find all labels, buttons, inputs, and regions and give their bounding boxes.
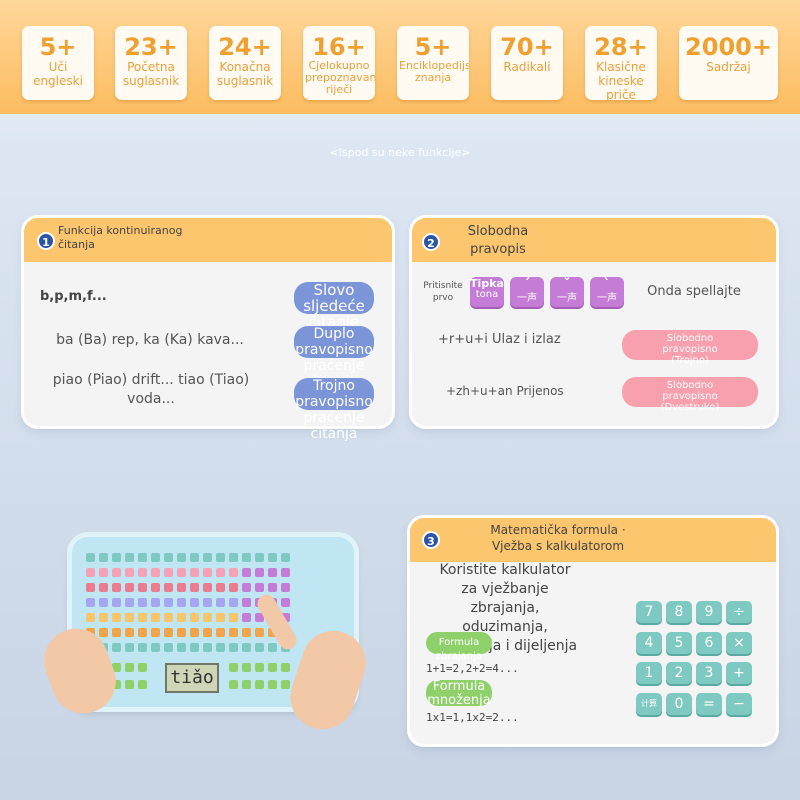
stat-number: 23+ [124, 33, 178, 61]
stat-label: Uči engleski [33, 60, 83, 88]
stat-card: 28+ Klasične kineske priče [585, 26, 657, 100]
stat-number: 70+ [500, 33, 554, 61]
calc-key-1[interactable]: 1 [636, 662, 662, 684]
tone-label: tona [475, 289, 499, 300]
card-header [410, 518, 776, 562]
reading-row-3: piao (Piao) drift... tiao (Tiao) voda... [52, 372, 250, 407]
stat-number: 2000+ [685, 33, 772, 61]
card-header [412, 218, 776, 262]
triple-spelling-reading-button[interactable]: Trojno pravopisno praćenje čitanja [294, 378, 374, 442]
calc-key-8[interactable]: 8 [666, 601, 692, 623]
calc-key-minus[interactable]: − [726, 693, 752, 715]
calc-key-6[interactable]: 6 [696, 632, 722, 654]
multiplication-formula-text: 1x1=1,1x2=2... [426, 711, 519, 724]
tone-fourth-button[interactable]: ˋ 一声 [590, 277, 624, 307]
tone-first-button[interactable]: ˊ 一声 [510, 277, 544, 307]
stat-number: 28+ [594, 33, 648, 61]
stat-card: 24+ Konačna suglasnik [209, 26, 281, 100]
stat-label: Sadržaj [706, 60, 751, 74]
section-caption: <Ispod su neke funkcije> [329, 146, 471, 159]
single-letter-reading-button[interactable]: Slovo sljedeće čitanje [294, 282, 374, 330]
card-number-badge: 1 [37, 232, 55, 250]
free-spelling-triple-button[interactable]: Slobodno pravopisno (Trojno) [622, 330, 758, 366]
calc-key-2[interactable]: 2 [666, 662, 692, 684]
stat-label: Enciklopedijsko znanja [399, 59, 469, 84]
calc-key-3[interactable]: 3 [696, 662, 722, 684]
calc-key-equals[interactable]: = [696, 693, 722, 715]
stat-card: 5+Enciklopedijsko znanja [397, 26, 469, 100]
tone-label: 一声 [557, 293, 577, 304]
tone-mark: Tipka [470, 277, 504, 290]
calc-key-0[interactable]: 0 [666, 693, 692, 715]
calc-key-plus[interactable]: + [726, 662, 752, 684]
calc-key-divide[interactable]: ÷ [726, 601, 752, 623]
tablet-lcd-screen: tiǎo [165, 663, 219, 693]
spelling-row-1: +r+u+i Ulaz i izlaz [438, 332, 561, 347]
stat-label: Klasične kineske priče [596, 60, 646, 100]
then-spell-label: Onda spellajte [647, 284, 741, 299]
addition-formula-button[interactable]: Formula zbrajanja [426, 632, 492, 662]
press-first-label: Pritisnite prvo [423, 281, 463, 303]
multiplication-formula-button[interactable]: Formula množenja [426, 679, 492, 708]
stat-card: 16+Cjelokupno prepoznavanje riječi [303, 26, 375, 100]
stat-label: Radikali [503, 60, 551, 74]
stat-number: 5+ [39, 33, 77, 61]
card-number-badge: 3 [422, 531, 440, 549]
stat-card: 23+ Početna suglasnik [115, 26, 187, 100]
stat-label: Početna suglasnik [122, 60, 180, 88]
card-number-badge: 2 [422, 233, 440, 251]
tone-mark: ˇ [563, 277, 571, 293]
card-title: Funkcija kontinuiranog čitanja [58, 224, 183, 251]
double-spelling-reading-button[interactable]: Duplo pravopisno praćenje čitanja [294, 326, 374, 390]
free-spelling-double-button[interactable]: Slobodno pravopisno (Dvostruko) [622, 377, 758, 413]
card-title: Slobodna pravopis [467, 224, 529, 257]
stat-number: 16+ [312, 33, 366, 61]
tone-key-button[interactable]: Tipka tona [470, 277, 504, 307]
stat-number: 24+ [218, 33, 272, 61]
tone-label: 一声 [597, 293, 617, 304]
calc-key-7[interactable]: 7 [636, 601, 662, 623]
tone-mark: ˊ [523, 277, 531, 293]
card-header [24, 218, 392, 262]
calc-key-compute[interactable]: 计算 [636, 693, 662, 715]
tone-label: 一声 [517, 293, 537, 304]
calc-key-multiply[interactable]: × [726, 632, 752, 654]
stat-card: 70+ Radikali [491, 26, 563, 100]
stat-card: 5+ Uči engleski [22, 26, 94, 100]
calc-key-9[interactable]: 9 [696, 601, 722, 623]
stat-number: 5+ [414, 33, 452, 61]
card-title: Matematička formula · Vježba s kalkulato… [490, 523, 626, 553]
tone-mark: ˋ [603, 277, 611, 293]
stat-label: Cjelokupno prepoznavanje riječi [305, 59, 375, 96]
reading-row-1: b,p,m,f... [40, 289, 107, 304]
stat-card: 2000+ Sadržaj [679, 26, 778, 100]
tone-third-button[interactable]: ˇ 一声 [550, 277, 584, 307]
addition-formula-text: 1+1=2,2+2=4... [426, 662, 519, 675]
math-description: Koristite kalkulator za vježbanje zbraja… [432, 562, 578, 654]
calc-key-5[interactable]: 5 [666, 632, 692, 654]
reading-row-2: ba (Ba) rep, ka (Ka) kava... [56, 332, 244, 348]
calc-key-4[interactable]: 4 [636, 632, 662, 654]
stat-label: Konačna suglasnik [216, 60, 274, 88]
spelling-row-2: +zh+u+an Prijenos [446, 384, 564, 398]
